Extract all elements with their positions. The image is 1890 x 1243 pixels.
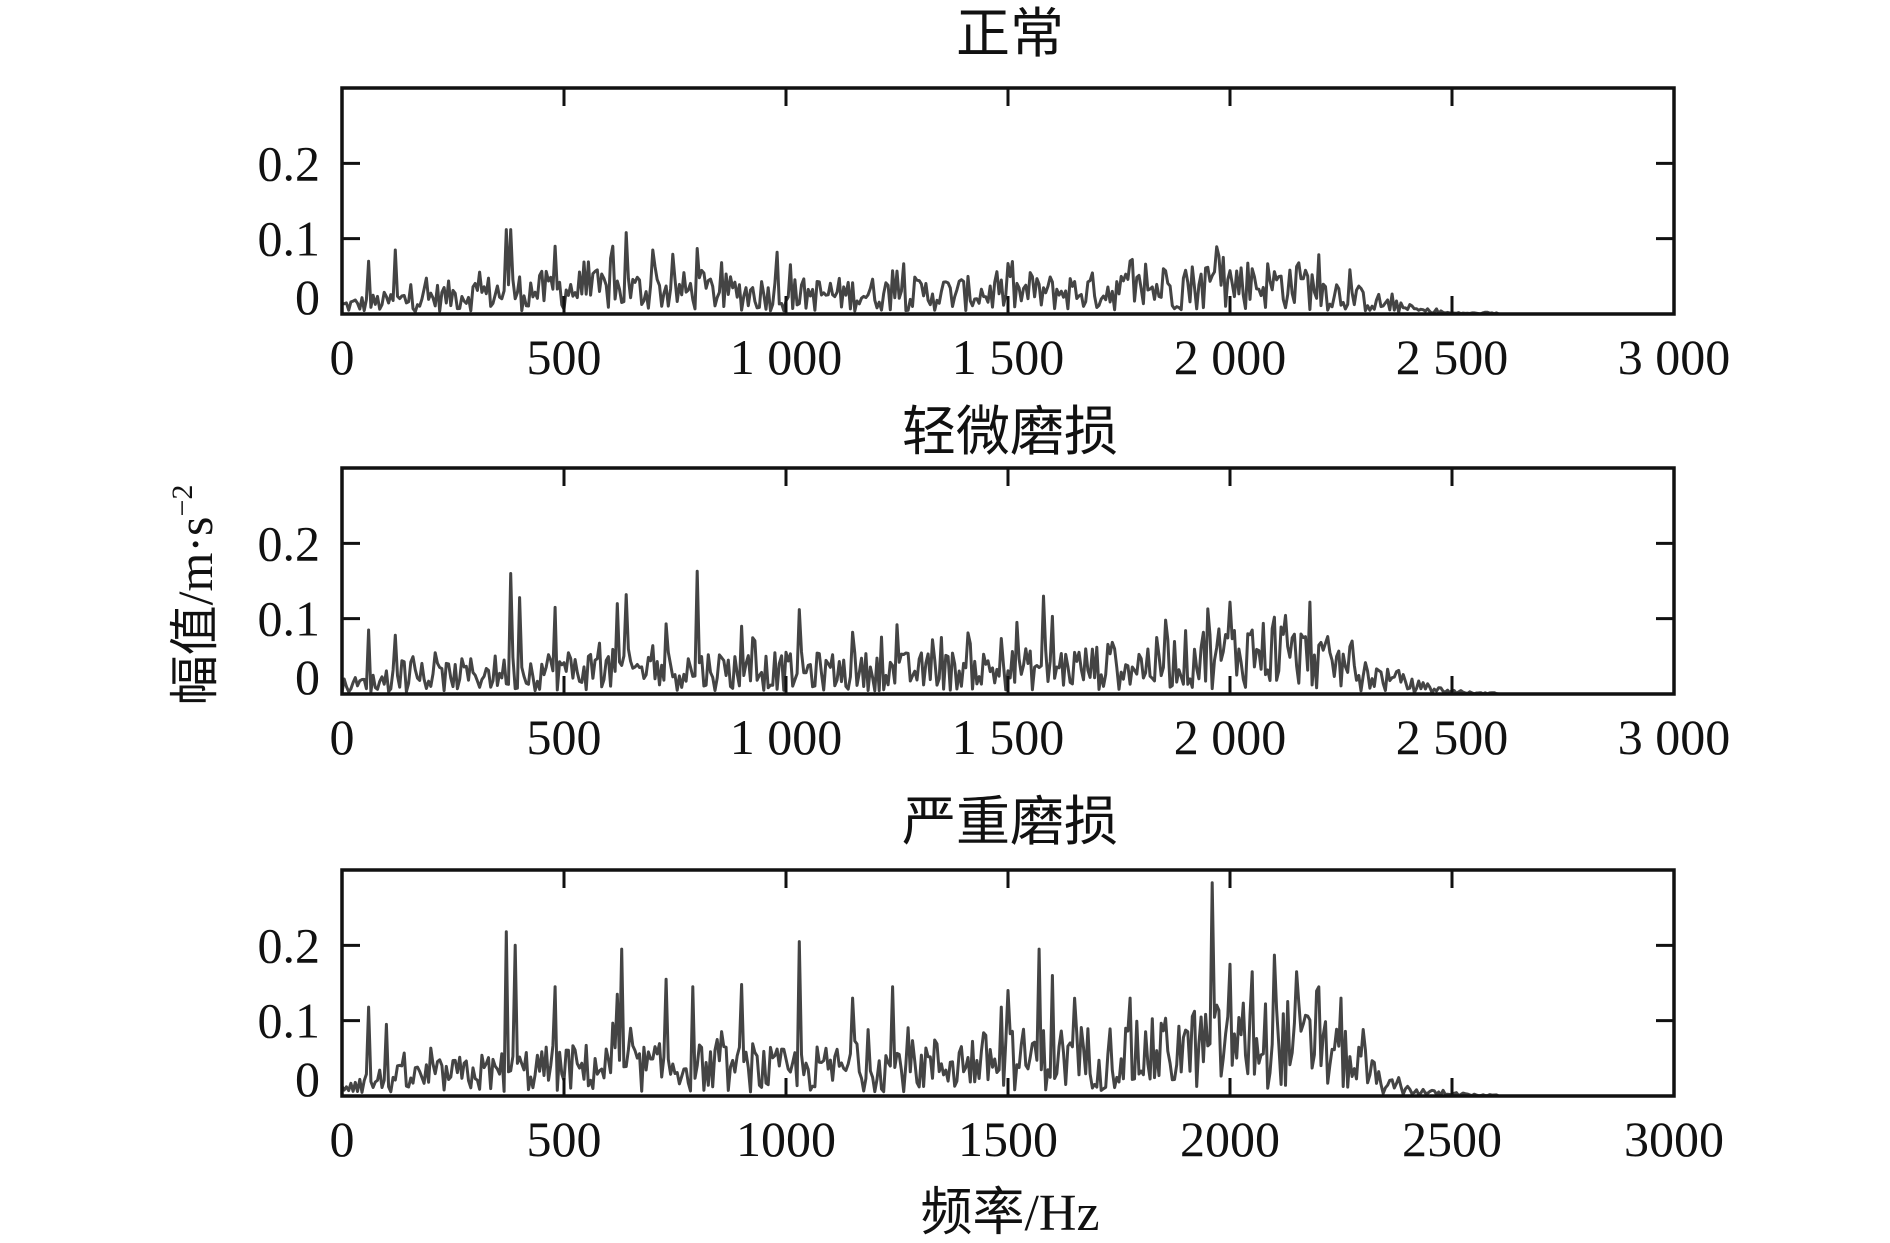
x-tick-label-normal: 500 bbox=[527, 329, 602, 385]
y-tick-label-normal: 0.2 bbox=[258, 135, 321, 191]
y-axis-label: 幅值/m·s−2 bbox=[166, 485, 223, 706]
x-tick-label-slight-wear: 500 bbox=[527, 709, 602, 765]
x-tick-label-normal: 2 000 bbox=[1174, 329, 1287, 385]
y-tick-label-slight-wear: 0.1 bbox=[258, 591, 321, 647]
panel-title-slight-wear: 轻微磨损 bbox=[902, 402, 1118, 462]
spectrum-line-severe-wear bbox=[340, 881, 1674, 1098]
x-tick-label-slight-wear: 0 bbox=[330, 709, 355, 765]
x-tick-label-slight-wear: 1 000 bbox=[730, 709, 843, 765]
x-tick-label-normal: 1 000 bbox=[730, 329, 843, 385]
y-ticks-slight-wear: 00.1 0.2 bbox=[258, 515, 1674, 705]
spectrum-line-slight-wear bbox=[340, 569, 1674, 696]
x-tick-label-slight-wear: 2 000 bbox=[1174, 709, 1287, 765]
panel-slight-wear: 轻微磨损 00.10.2 0 500 1 000 1 500 2 000 2 500 3 0… bbox=[258, 402, 1731, 765]
x-tick-label-severe-wear: 1500 bbox=[958, 1111, 1058, 1167]
y-tick-label-slight-wear: 0 bbox=[295, 649, 320, 705]
panel-title-normal: 正常 bbox=[956, 4, 1064, 64]
x-tick-label-slight-wear: 1 500 bbox=[952, 709, 1065, 765]
panel-normal: 正常 00.10.2 0 500 1 000 1 500 2 000 2 500 3 000 bbox=[258, 4, 1731, 385]
plot-frame-slight-wear bbox=[340, 466, 1676, 696]
x-tick-label-severe-wear: 2500 bbox=[1402, 1111, 1502, 1167]
panel-severe-wear: 严重磨损 00.10.2 0 500 1000 1500 2000 2500 3000 bbox=[258, 792, 1725, 1167]
x-ticks-slight-wear: 0 500 1 000 1 500 2 000 2 500 3 000 bbox=[330, 468, 1731, 765]
x-tick-label-normal: 2 500 bbox=[1396, 329, 1509, 385]
y-tick-label-severe-wear: 0.1 bbox=[258, 993, 321, 1049]
y-tick-label-normal: 0 bbox=[295, 269, 320, 325]
x-tick-label-severe-wear: 1000 bbox=[736, 1111, 836, 1167]
y-tick-label-severe-wear: 0.2 bbox=[258, 917, 321, 973]
y-axis-label-exponent: −2 bbox=[166, 485, 199, 517]
x-axis-label: 频率/Hz bbox=[920, 1185, 1099, 1242]
x-tick-label-slight-wear: 3 000 bbox=[1618, 709, 1731, 765]
x-tick-label-normal: 1 500 bbox=[952, 329, 1065, 385]
x-ticks-severe-wear: 0 500 1000 1500 2000 2500 3000 bbox=[330, 870, 1724, 1167]
x-tick-label-severe-wear: 0 bbox=[330, 1111, 355, 1167]
x-tick-label-severe-wear: 3000 bbox=[1624, 1111, 1724, 1167]
y-tick-label-slight-wear: 0.2 bbox=[258, 515, 321, 571]
y-ticks-severe-wear: 00.1 0.2 bbox=[258, 917, 1674, 1107]
x-tick-label-severe-wear: 500 bbox=[527, 1111, 602, 1167]
y-tick-label-severe-wear: 0 bbox=[295, 1051, 320, 1107]
x-tick-label-slight-wear: 2 500 bbox=[1396, 709, 1509, 765]
y-ticks-normal: 00.1 0.2 bbox=[258, 135, 1674, 325]
x-tick-label-severe-wear: 2000 bbox=[1180, 1111, 1280, 1167]
x-tick-label-normal: 0 bbox=[330, 329, 355, 385]
panel-title-severe-wear: 严重磨损 bbox=[902, 792, 1118, 852]
x-ticks-normal: 0 500 1 000 1 500 2 000 2 500 3 000 bbox=[330, 88, 1731, 385]
x-tick-label-normal: 3 000 bbox=[1618, 329, 1731, 385]
y-tick-label-normal: 0.1 bbox=[258, 211, 321, 267]
y-axis-label-text: 幅值/m·s bbox=[167, 517, 223, 706]
